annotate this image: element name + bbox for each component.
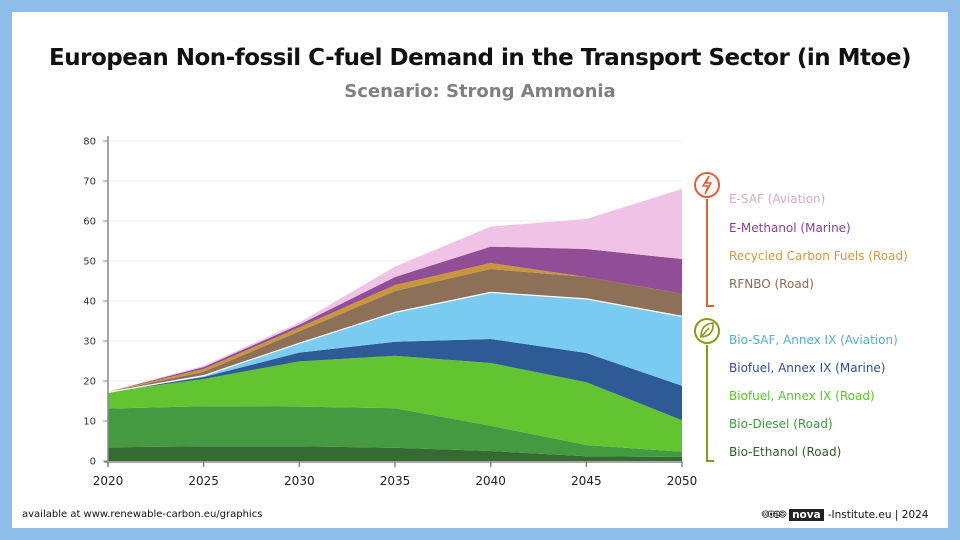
source-note: available at www.renewable-carbon.eu/gra… bbox=[22, 509, 263, 520]
legend-item: E-SAF (Aviation) bbox=[729, 192, 826, 206]
nova-logo: nova bbox=[789, 509, 824, 521]
y-tick-label: 60 bbox=[83, 217, 96, 228]
legend-item: Bio-Diesel (Road) bbox=[729, 417, 833, 431]
area-e-saf-aviation- bbox=[108, 189, 682, 392]
x-tick-label: 2025 bbox=[188, 474, 219, 488]
area-bio-saf-annex-ix-aviation- bbox=[108, 291, 682, 392]
area-biofuel-annex-ix-road- bbox=[108, 355, 682, 452]
chart-subtitle: Scenario: Strong Ammonia bbox=[344, 81, 616, 102]
area-bio-ethanol-road- bbox=[108, 446, 682, 461]
lightning-icon bbox=[701, 175, 713, 195]
legend-item: Biofuel, Annex IX (Marine) bbox=[729, 361, 886, 375]
brand-suffix: -Institute.eu | 2024 bbox=[827, 509, 929, 521]
y-tick-label: 30 bbox=[83, 337, 96, 348]
area-rfnbo-road- bbox=[108, 269, 682, 392]
y-tick-label: 40 bbox=[83, 297, 96, 308]
x-tick-label: 2045 bbox=[571, 474, 602, 488]
x-tick-label: 2035 bbox=[380, 474, 411, 488]
legend-item: Bio-Ethanol (Road) bbox=[729, 445, 842, 459]
area-e-methanol-marine- bbox=[108, 246, 682, 392]
footer-brand: 🅭🅯🄏🄎 nova -Institute.eu | 2024 bbox=[762, 508, 928, 522]
area-recycled-carbon-fuels-road- bbox=[108, 263, 682, 392]
chart-title: European Non-fossil C-fuel Demand in the… bbox=[49, 45, 911, 71]
license-icon: 🅭🅯🄏🄎 bbox=[762, 508, 786, 521]
legend-item: Recycled Carbon Fuels (Road) bbox=[729, 249, 908, 263]
x-tick-label: 2050 bbox=[667, 474, 698, 488]
leaf-icon bbox=[700, 322, 714, 338]
legend-item: Bio-SAF, Annex IX (Aviation) bbox=[729, 333, 898, 347]
x-tick-label: 2020 bbox=[93, 474, 124, 488]
y-tick-label: 80 bbox=[83, 137, 96, 148]
x-tick-label: 2040 bbox=[475, 474, 506, 488]
legend-item: RFNBO (Road) bbox=[729, 277, 814, 291]
y-tick-label: 20 bbox=[83, 377, 96, 388]
y-tick-label: 10 bbox=[83, 417, 96, 428]
y-tick-label: 0 bbox=[90, 457, 96, 468]
area-biofuel-annex-ix-marine- bbox=[108, 339, 682, 421]
legend-item: Biofuel, Annex IX (Road) bbox=[729, 389, 875, 403]
y-tick-label: 50 bbox=[83, 257, 96, 268]
x-tick-label: 2030 bbox=[284, 474, 315, 488]
lightning-icon-circle bbox=[694, 172, 720, 198]
area-bio-diesel-road- bbox=[108, 406, 682, 457]
legend-item: E-Methanol (Marine) bbox=[729, 221, 851, 235]
y-tick-label: 70 bbox=[83, 177, 96, 188]
